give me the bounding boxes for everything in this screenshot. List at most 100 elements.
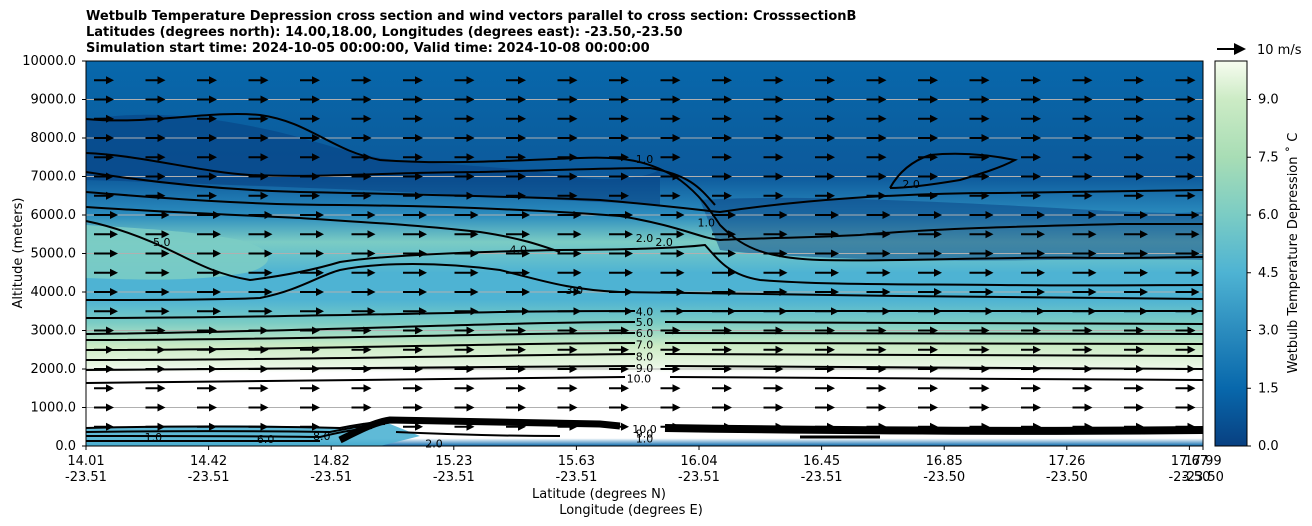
wind-vector-head <box>367 230 376 239</box>
wind-vector-head <box>106 384 114 393</box>
wind-vector-head <box>672 95 681 104</box>
wind-vector-head <box>878 326 887 335</box>
wind-vector-head <box>728 249 736 258</box>
y-tick-label: 3000.0 <box>31 324 77 339</box>
wind-vector-head <box>930 326 938 335</box>
wind-vector-head <box>621 134 629 142</box>
contour-line-2-upper-right <box>889 152 1018 189</box>
wind-vector-head <box>779 249 788 258</box>
y-axis: 0.0 1000.0 2000.0 3000.0 4000.0 5000.0 6000.0 7… <box>22 54 86 454</box>
wind-vector-head <box>316 211 324 219</box>
wind-vector-head <box>724 326 732 335</box>
y-tick-label: 0.0 <box>55 439 76 454</box>
wind-vector-head <box>625 288 633 296</box>
wind-vector-head <box>161 211 170 219</box>
wind-vector-head <box>728 307 736 316</box>
wind-vector-head <box>209 172 217 181</box>
wind-vector-head <box>827 172 835 181</box>
wind-vector-head <box>724 134 732 142</box>
wind-vector-head <box>878 345 887 354</box>
wind-vector-head <box>621 422 629 431</box>
wind-vector-head <box>260 134 269 142</box>
wind-vector-head <box>209 365 217 373</box>
wind-vector-head <box>985 230 994 239</box>
wind-vector-head <box>466 365 475 373</box>
wind-vector-head <box>779 211 788 219</box>
wind-vector-head <box>878 76 887 85</box>
wind-vector-head <box>1140 268 1148 277</box>
x-tick-label-lat: 16.85 <box>926 454 963 469</box>
x-tick-label-lon: -23.50 <box>1182 470 1224 485</box>
wind-vector-head <box>312 95 320 104</box>
contour-label: 8.0 <box>636 350 654 363</box>
wind-vector-head <box>470 288 479 296</box>
wind-vector-head <box>724 76 732 85</box>
wind-vector-head <box>363 153 372 162</box>
wind-vector-head <box>1136 403 1144 412</box>
wind-vector-head <box>985 249 994 258</box>
wind-vector-head <box>676 211 685 219</box>
wind-vector-head <box>264 211 273 219</box>
colorbar-tick-label: 4.5 <box>1258 266 1279 281</box>
wind-vector-head <box>930 114 938 123</box>
wind-vector-head <box>1088 249 1097 258</box>
wind-vector-head <box>930 95 938 104</box>
wind-vector-head <box>728 211 736 219</box>
wind-vector-head <box>1187 134 1196 142</box>
wind-vector-head <box>1140 230 1148 239</box>
wind-vector-head <box>518 191 526 200</box>
wind-vector-head <box>981 172 990 181</box>
wind-vector-head <box>470 307 479 316</box>
wind-vector-head <box>569 172 578 181</box>
wind-vector-head <box>209 422 217 431</box>
wind-vector-head <box>1084 172 1093 181</box>
wind-vector-head <box>621 114 629 123</box>
wind-vector-head <box>981 95 990 104</box>
wind-vector-head <box>827 76 835 85</box>
wind-vector-head <box>106 95 114 104</box>
wind-vector-head <box>419 230 427 239</box>
wind-vector-head <box>106 365 114 373</box>
wind-vector-head <box>419 249 427 258</box>
wind-vector-head <box>312 365 320 373</box>
wind-vector-head <box>672 345 681 354</box>
wind-vector-head <box>1136 384 1144 393</box>
contour-line-8-right <box>664 353 1204 357</box>
wind-vector-head <box>367 307 376 316</box>
wind-vector-head <box>827 191 835 200</box>
wind-vector-head <box>930 172 938 181</box>
wind-vector-head <box>827 134 835 142</box>
wind-vector-head <box>934 230 942 239</box>
wind-vector-head <box>1191 307 1200 316</box>
wind-vector-head <box>466 114 475 123</box>
y-tick-label: 2000.0 <box>31 362 77 377</box>
quiver-key-label: 10 m/s <box>1257 43 1302 58</box>
wind-vector-head <box>157 95 166 104</box>
wind-vector-head <box>981 326 990 335</box>
wind-vector-head <box>569 365 578 373</box>
wind-vector-head <box>827 403 835 412</box>
wind-vector-head <box>573 268 582 277</box>
wind-vector-head <box>882 249 891 258</box>
contour-label: 1.0 <box>697 217 715 230</box>
wind-vector-head <box>569 114 578 123</box>
wind-vector-head <box>518 326 526 335</box>
wind-vector-head <box>316 288 324 296</box>
x-tick-label-lon: -23.50 <box>1046 470 1088 485</box>
wind-vector-head <box>985 211 994 219</box>
wind-vector-head <box>878 403 887 412</box>
x-tick-label-lon: -23.51 <box>65 470 107 485</box>
wind-vector-head <box>106 76 114 85</box>
colorbar-tick-label: 1.5 <box>1258 381 1279 396</box>
wind-vector-head <box>775 153 784 162</box>
wind-vector-head <box>415 114 423 123</box>
wind-vector-head <box>878 114 887 123</box>
wind-vector-head <box>264 268 273 277</box>
wind-vector-head <box>157 172 166 181</box>
wind-vector-head <box>110 230 118 239</box>
wind-vector-head <box>827 384 835 393</box>
wind-vector-head <box>1088 288 1097 296</box>
wind-vector-head <box>724 422 732 431</box>
wind-vector-head <box>878 172 887 181</box>
wind-vector-head <box>827 114 835 123</box>
